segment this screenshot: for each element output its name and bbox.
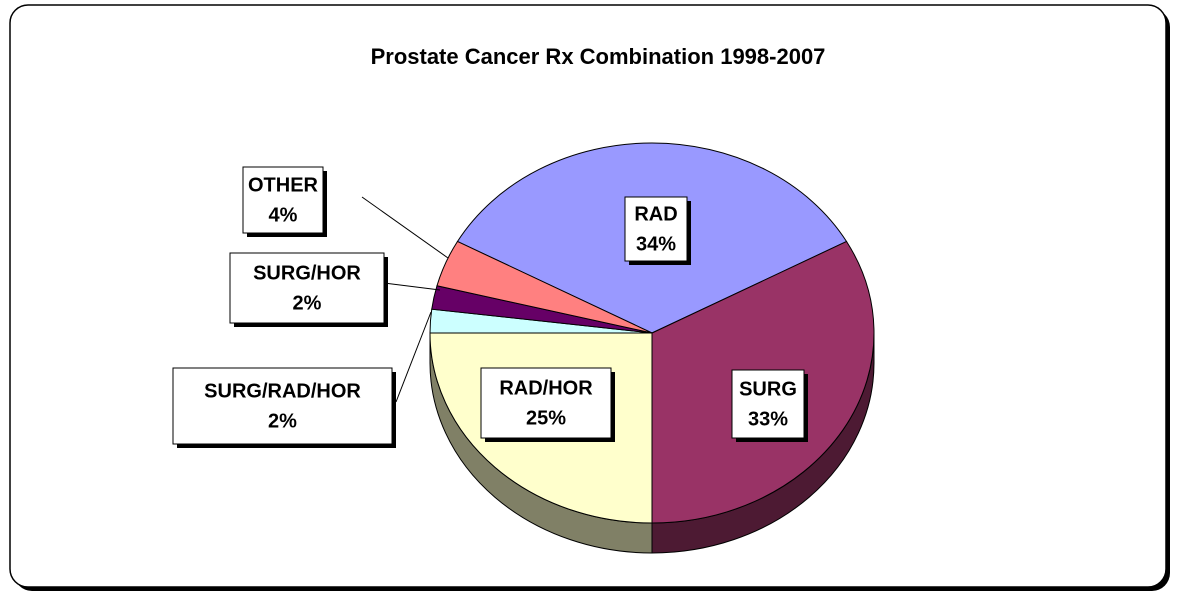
slice-value-label: 2% bbox=[293, 292, 322, 314]
pie-slice bbox=[436, 240, 653, 334]
leader-line bbox=[383, 282, 441, 291]
label-box bbox=[731, 369, 805, 439]
label-box bbox=[172, 367, 393, 445]
slice-category: OTHER bbox=[248, 174, 319, 196]
slice-value-label: 25% bbox=[526, 407, 566, 429]
slice-category: SURG bbox=[739, 378, 797, 400]
labels: RAD 34% SURG 33% RAD/HOR 25% SURG/RAD/HOR 2% SUR… bbox=[172, 166, 808, 448]
chart-title: Prostate Cancer Rx Combination 1998-2007 bbox=[371, 44, 826, 69]
slice-category: SURG/RAD/HOR bbox=[204, 380, 361, 402]
slice-category: RAD/HOR bbox=[499, 377, 593, 399]
slice-value-label: 2% bbox=[268, 410, 297, 432]
label-box bbox=[242, 166, 324, 234]
leader-line bbox=[361, 196, 449, 259]
leader-line bbox=[395, 311, 432, 403]
slice-value-label: 33% bbox=[748, 408, 788, 430]
slice-value-label: 4% bbox=[269, 204, 298, 226]
slice-category: RAD bbox=[634, 203, 677, 225]
slice-value-label: 34% bbox=[636, 233, 676, 255]
label-box bbox=[480, 367, 612, 439]
label-box bbox=[229, 252, 385, 324]
slice-category: SURG/HOR bbox=[253, 262, 361, 284]
label-box bbox=[624, 196, 688, 262]
